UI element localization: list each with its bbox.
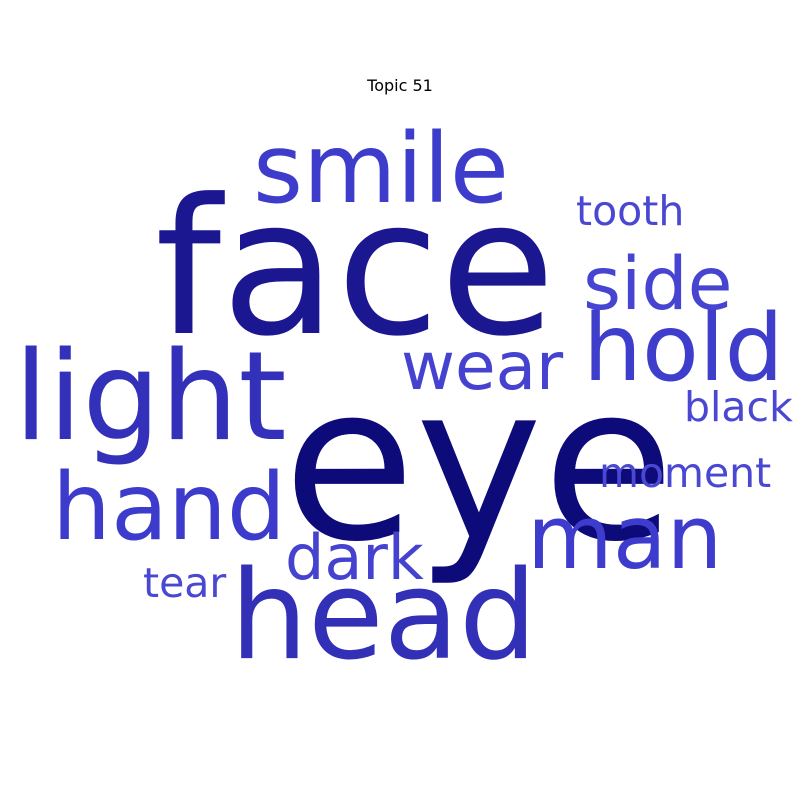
word-face: face <box>155 159 555 378</box>
word-light: light <box>14 326 287 469</box>
word-tear: tear <box>143 559 226 607</box>
word-man: man <box>527 486 722 589</box>
word-black: black <box>684 383 793 431</box>
word-tooth: tooth <box>576 187 684 235</box>
word-smile: smile <box>253 113 509 225</box>
word-side: side <box>583 242 733 327</box>
word-hand: hand <box>52 453 286 561</box>
word-hold: hold <box>583 294 784 402</box>
word-wear: wear <box>401 328 564 405</box>
word-head: head <box>230 545 537 688</box>
word-eye: eye <box>283 338 675 589</box>
word-moment: moment <box>599 449 771 497</box>
chart-title: Topic 51 <box>367 76 433 95</box>
word-dark: dark <box>285 521 424 594</box>
